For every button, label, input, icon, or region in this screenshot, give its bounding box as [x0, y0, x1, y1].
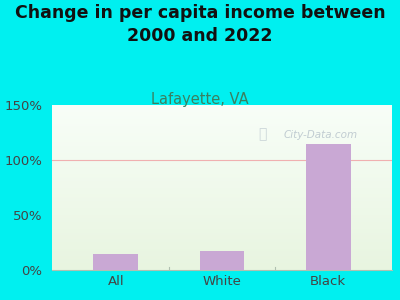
- Bar: [94, 254, 138, 270]
- Text: Lafayette, VA: Lafayette, VA: [151, 92, 249, 106]
- Bar: [200, 251, 244, 270]
- Text: ⦿: ⦿: [259, 128, 267, 142]
- Bar: [306, 143, 350, 270]
- Text: City-Data.com: City-Data.com: [283, 130, 357, 140]
- Text: Change in per capita income between
2000 and 2022: Change in per capita income between 2000…: [15, 4, 385, 45]
